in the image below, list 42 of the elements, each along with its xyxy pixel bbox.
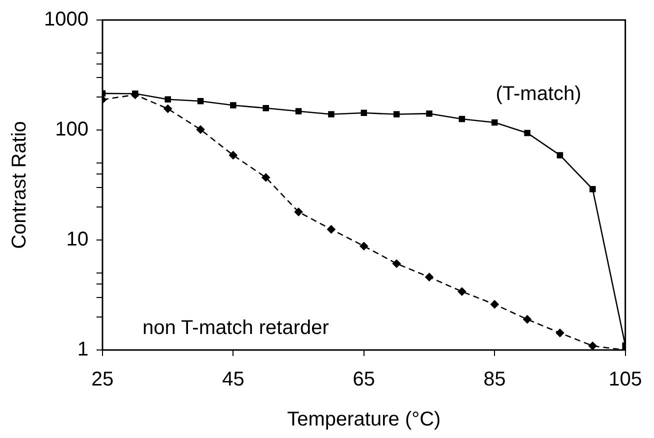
point xyxy=(588,342,597,350)
point xyxy=(426,110,432,117)
point xyxy=(328,111,334,118)
y-tick-label: 1 xyxy=(77,338,88,361)
x-tick-label: 25 xyxy=(91,368,114,391)
point xyxy=(229,151,238,160)
y-tick-label: 100 xyxy=(55,118,88,141)
x-axis-title: Temperature (°C) xyxy=(287,408,441,431)
series-label: (T-match) xyxy=(496,83,582,105)
point xyxy=(197,98,204,104)
y-tick-label: 10 xyxy=(66,228,88,251)
point xyxy=(393,111,400,118)
point xyxy=(327,225,336,234)
point xyxy=(392,259,401,268)
point xyxy=(360,242,368,250)
point xyxy=(523,315,532,324)
point xyxy=(230,102,236,108)
point xyxy=(262,173,270,182)
point xyxy=(458,287,466,296)
point xyxy=(360,110,368,116)
x-tick-label: 65 xyxy=(352,368,376,391)
point xyxy=(458,116,466,122)
x-tick-label: 85 xyxy=(483,368,506,391)
point xyxy=(556,152,564,158)
point xyxy=(490,300,499,309)
x-tick-label: 105 xyxy=(608,368,642,391)
point xyxy=(425,272,434,282)
point xyxy=(164,104,172,113)
y-tick-label: 1000 xyxy=(44,8,88,31)
annotation: non T-match retarder xyxy=(142,317,330,339)
point xyxy=(196,125,205,134)
point xyxy=(556,328,564,338)
point xyxy=(164,96,171,102)
point xyxy=(294,208,303,216)
point xyxy=(262,105,269,112)
point xyxy=(132,90,138,97)
point xyxy=(524,130,530,136)
point xyxy=(295,108,302,114)
point xyxy=(590,186,596,192)
x-tick-label: 45 xyxy=(222,368,244,391)
y-axis-title: Contrast Ratio xyxy=(8,121,31,249)
point xyxy=(491,119,498,126)
